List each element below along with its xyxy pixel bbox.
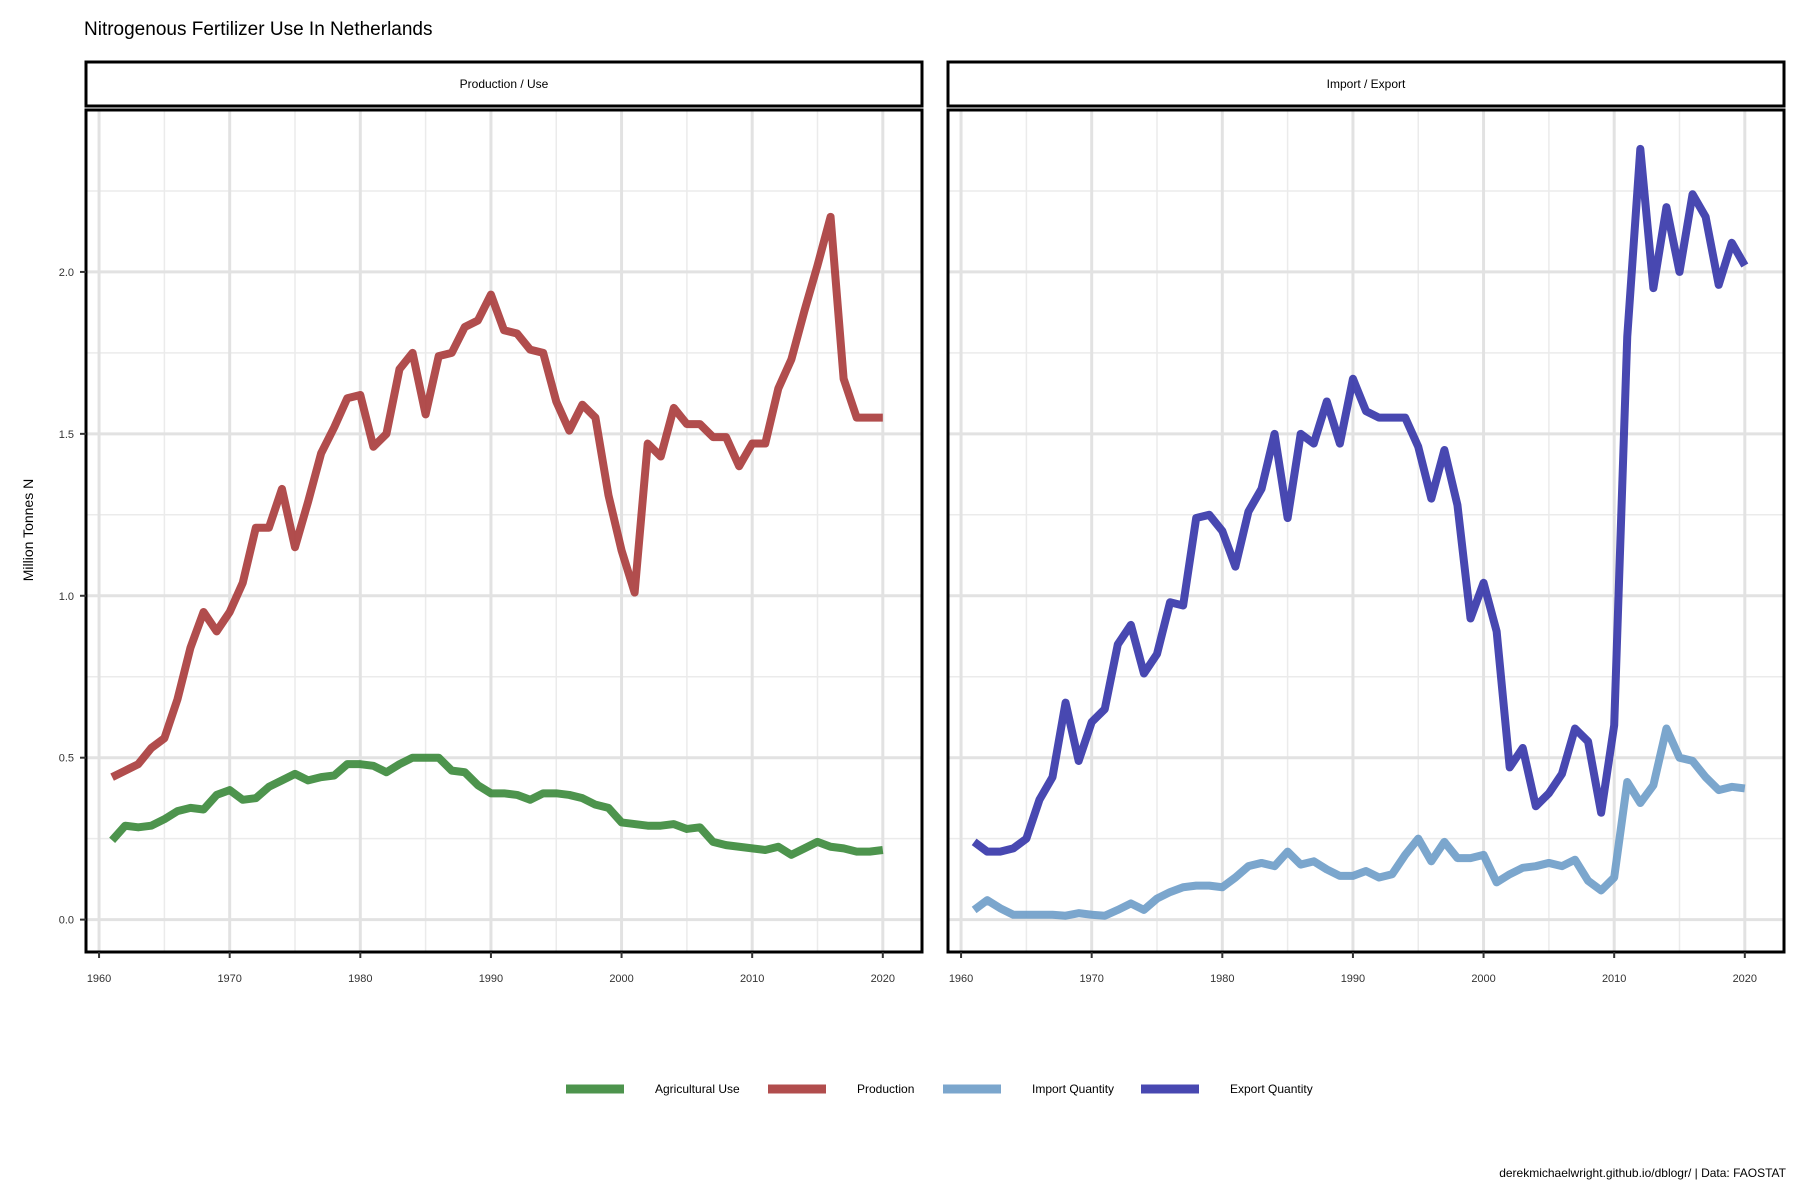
facet-strip (946, 60, 1786, 108)
legend-label: Export Quantity (1230, 1082, 1313, 1096)
x-tick-label: 1980 (1210, 973, 1234, 985)
chart-caption: derekmichaelwright.github.io/dblogr/ | D… (1499, 1166, 1786, 1180)
x-tick-label: 2010 (1602, 973, 1626, 985)
x-tick-label: 1960 (87, 973, 111, 985)
x-tick-label: 2000 (1471, 973, 1495, 985)
x-tick-label: 1990 (479, 973, 503, 985)
facet-strip-label: Production / Use (460, 77, 549, 91)
x-tick-label: 2010 (740, 973, 764, 985)
x-tick-label: 1960 (949, 973, 973, 985)
x-tick-label: 2020 (871, 973, 895, 985)
legend: Agricultural Use Production Import Quantit… (566, 1082, 1313, 1096)
chart-title: Nitrogenous Fertilizer Use In Netherland… (84, 19, 433, 40)
gridlines (86, 110, 922, 952)
x-tick-label: 1990 (1341, 973, 1365, 985)
legend-label: Import Quantity (1032, 1082, 1114, 1096)
gridlines (948, 110, 1784, 952)
facet-strip-label: Import / Export (1327, 77, 1406, 91)
series-line-production (110, 212, 883, 781)
series-line-import-quantity (971, 724, 1746, 920)
facet-panel-1: Production / Use 1960 1970 1980 1990 2000 2010… (59, 60, 924, 985)
facet-strip (84, 60, 924, 108)
series-line-export-quantity (971, 144, 1749, 856)
series-line-agricultural-use (109, 753, 884, 859)
y-tick-label: 0.5 (59, 753, 74, 765)
legend-label: Agricultural Use (655, 1082, 740, 1096)
legend-item-agricultural-use: Agricultural Use (566, 1082, 740, 1096)
x-tick-label: 1970 (1079, 973, 1103, 985)
y-tick-label: 1.0 (59, 591, 74, 603)
legend-item-export-quantity: Export Quantity (1141, 1082, 1313, 1096)
y-axis-title: Million Tonnes N (20, 479, 36, 581)
legend-label: Production (857, 1082, 914, 1096)
y-tick-label: 0.0 (59, 915, 74, 927)
legend-item-import-quantity: Import Quantity (943, 1082, 1114, 1096)
facets: Production / Use 1960 1970 1980 1990 2000 2010… (59, 60, 1786, 985)
facet-panel-2: Import / Export 1960 1970 1980 1990 2000 2010 2… (946, 60, 1786, 985)
x-tick-label: 2020 (1733, 973, 1757, 985)
x-tick-label: 1980 (348, 973, 372, 985)
x-tick-label: 2000 (609, 973, 633, 985)
legend-item-production: Production (768, 1082, 914, 1096)
panel-border (946, 108, 1786, 954)
panel-border (84, 108, 924, 954)
y-tick-label: 1.5 (59, 429, 74, 441)
x-tick-label: 1970 (217, 973, 241, 985)
y-tick-label: 2.0 (59, 267, 74, 279)
